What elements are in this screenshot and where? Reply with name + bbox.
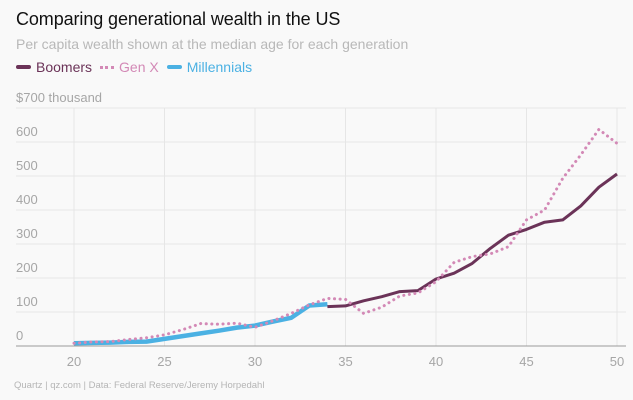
y-tick-label: 400 xyxy=(16,192,38,207)
legend-swatch-genx xyxy=(100,65,115,69)
legend: Boomers Gen X Millennials xyxy=(16,59,260,75)
series-line-boomers xyxy=(327,172,618,309)
y-tick-label: 500 xyxy=(16,158,38,173)
y-tick-label: 600 xyxy=(16,124,38,139)
chart-title: Comparing generational wealth in the US xyxy=(16,9,341,29)
x-tick-label: 25 xyxy=(157,354,171,369)
legend-label-genx: Gen X xyxy=(119,59,159,75)
chart-subtitle: Per capita wealth shown at the median ag… xyxy=(16,36,409,52)
source-footer: Quartz | qz.com | Data: Federal Reserve/… xyxy=(14,380,265,391)
y-tick-label: 100 xyxy=(16,294,38,309)
legend-item-millennials: Millennials xyxy=(166,59,253,75)
legend-label-boomers: Boomers xyxy=(36,59,93,75)
x-tick-label: 50 xyxy=(610,354,624,369)
series-line-millennials xyxy=(73,301,328,346)
y-tick-label: 200 xyxy=(16,260,38,275)
legend-label-millennials: Millennials xyxy=(186,59,253,75)
y-tick-label: 0 xyxy=(16,328,23,343)
legend-item-boomers: Boomers xyxy=(16,59,92,75)
x-tick-label: 30 xyxy=(248,354,262,369)
x-tick-label: 45 xyxy=(519,354,533,369)
legend-swatch-boomers xyxy=(16,65,31,69)
x-tick-label: 20 xyxy=(67,354,81,369)
x-tick-label: 35 xyxy=(338,354,352,369)
x-tick-label: 40 xyxy=(429,354,443,369)
legend-swatch-millennials xyxy=(166,65,182,69)
y-tick-label: 300 xyxy=(16,226,38,241)
series-line-gen-x xyxy=(72,127,619,345)
legend-item-genx: Gen X xyxy=(100,59,159,75)
y-tick-label: $700 thousand xyxy=(16,90,102,105)
